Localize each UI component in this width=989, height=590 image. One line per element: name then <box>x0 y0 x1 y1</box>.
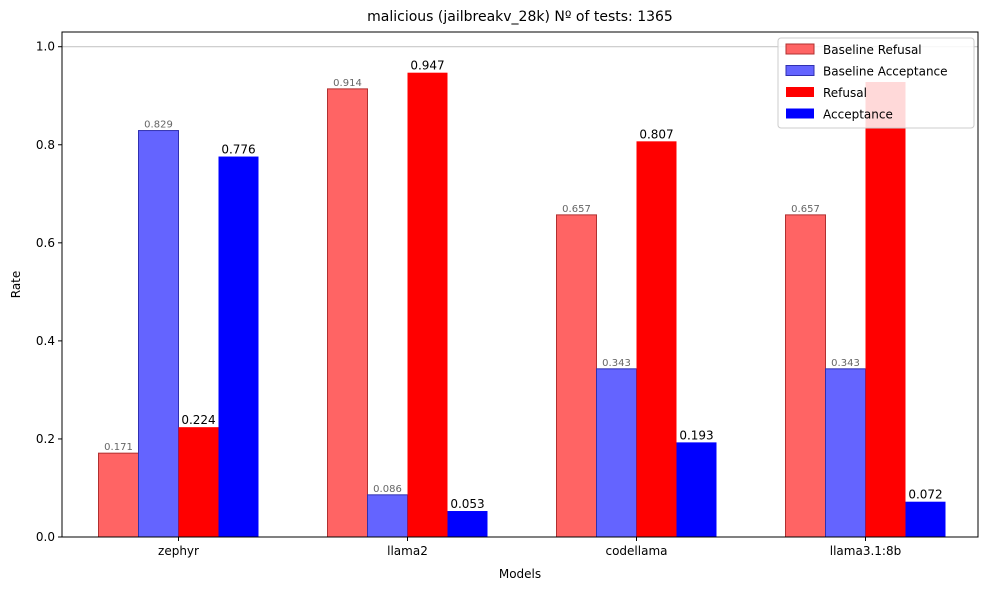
bar <box>905 501 946 537</box>
bar-value-label: 0.224 <box>181 413 215 427</box>
y-tick-label: 0.0 <box>36 530 55 544</box>
bar-value-label: 0.171 <box>104 442 133 453</box>
y-tick-label: 0.8 <box>36 138 55 152</box>
x-tick-label: zephyr <box>158 544 199 558</box>
legend-entry-label: Refusal <box>823 86 867 100</box>
bar-value-label: 0.343 <box>831 358 860 369</box>
bar <box>218 156 259 537</box>
legend: Baseline Refusal Baseline Acceptance Refus… <box>777 37 975 129</box>
chart-title: malicious (jailbreakv_28k) Nº of tests: … <box>367 9 673 25</box>
bar <box>178 427 219 537</box>
bar-value-label: 0.053 <box>450 497 484 511</box>
legend-box <box>777 37 975 129</box>
y-tick-label: 0.4 <box>36 334 55 348</box>
bar-value-label: 0.086 <box>373 484 402 495</box>
bar <box>98 452 139 538</box>
bar <box>825 368 866 538</box>
bar <box>596 368 637 538</box>
bar-value-label: 0.343 <box>602 358 631 369</box>
x-tick-label: llama3.1:8b <box>830 544 901 558</box>
y-tick-label: 0.2 <box>36 432 55 446</box>
bar-value-label: 0.829 <box>144 120 173 131</box>
y-axis-label: Rate <box>9 271 23 299</box>
bar-value-label: 0.776 <box>221 143 255 157</box>
legend-entry-label: Acceptance <box>823 108 893 122</box>
legend-swatch <box>786 87 814 97</box>
bar-value-label: 0.657 <box>791 204 820 215</box>
x-axis-label: Models <box>499 567 541 581</box>
bar-value-label: 0.807 <box>639 127 673 141</box>
bar-value-label: 0.072 <box>908 488 942 502</box>
bar <box>676 442 717 537</box>
legend-entry-label: Baseline Acceptance <box>823 65 948 79</box>
bar <box>447 511 488 537</box>
bar <box>556 214 597 538</box>
legend-swatch <box>786 108 814 119</box>
bar-value-label: 0.947 <box>410 59 444 73</box>
bar <box>407 72 448 537</box>
bar <box>367 494 408 538</box>
bar <box>327 88 368 538</box>
bar <box>865 82 906 538</box>
bar <box>138 130 179 538</box>
y-tick-label: 1.0 <box>36 40 55 54</box>
x-tick-label: codellama <box>605 544 667 558</box>
bar <box>636 141 677 537</box>
legend-entry-label: Baseline Refusal <box>823 43 922 57</box>
bar-value-label: 0.914 <box>333 78 362 89</box>
x-tick-label: llama2 <box>387 544 428 558</box>
legend-swatch <box>785 65 815 76</box>
plot-area <box>61 31 979 538</box>
bar-value-label: 0.657 <box>562 204 591 215</box>
bar-value-label: 0.193 <box>679 428 713 442</box>
y-tick-label: 0.6 <box>36 236 55 250</box>
bar <box>785 214 826 538</box>
legend-swatch <box>785 43 815 55</box>
